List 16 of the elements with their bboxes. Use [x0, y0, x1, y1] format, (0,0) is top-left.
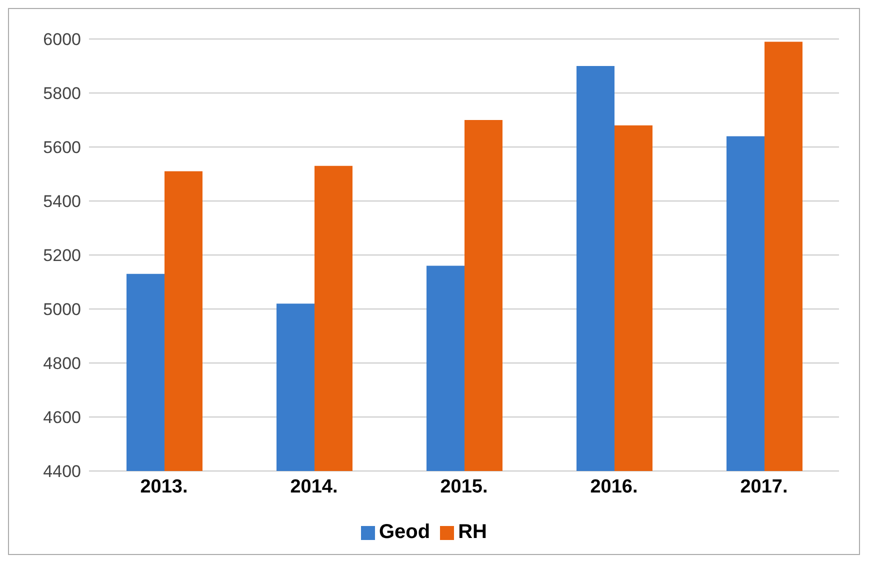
y-tick-label: 5400 [43, 192, 81, 212]
y-tick-label: 5000 [43, 300, 81, 320]
y-tick-label: 5800 [43, 84, 81, 104]
y-tick-label: 4800 [43, 354, 81, 374]
y-tick-label: 5600 [43, 138, 81, 158]
x-tick-label: 2015. [440, 476, 488, 498]
y-tick-label: 6000 [43, 30, 81, 50]
x-tick-label: 2013. [140, 476, 188, 498]
y-tick-label: 4600 [43, 408, 81, 428]
legend-label: Geod [378, 521, 430, 543]
y-tick-label: 4400 [43, 462, 81, 482]
x-tick-label: 2017. [740, 476, 788, 498]
legend-label: RH [458, 521, 487, 543]
x-tick-label: 2016. [590, 476, 638, 498]
y-tick-label: 5200 [43, 246, 81, 266]
x-tick-label: 2014. [290, 476, 338, 498]
